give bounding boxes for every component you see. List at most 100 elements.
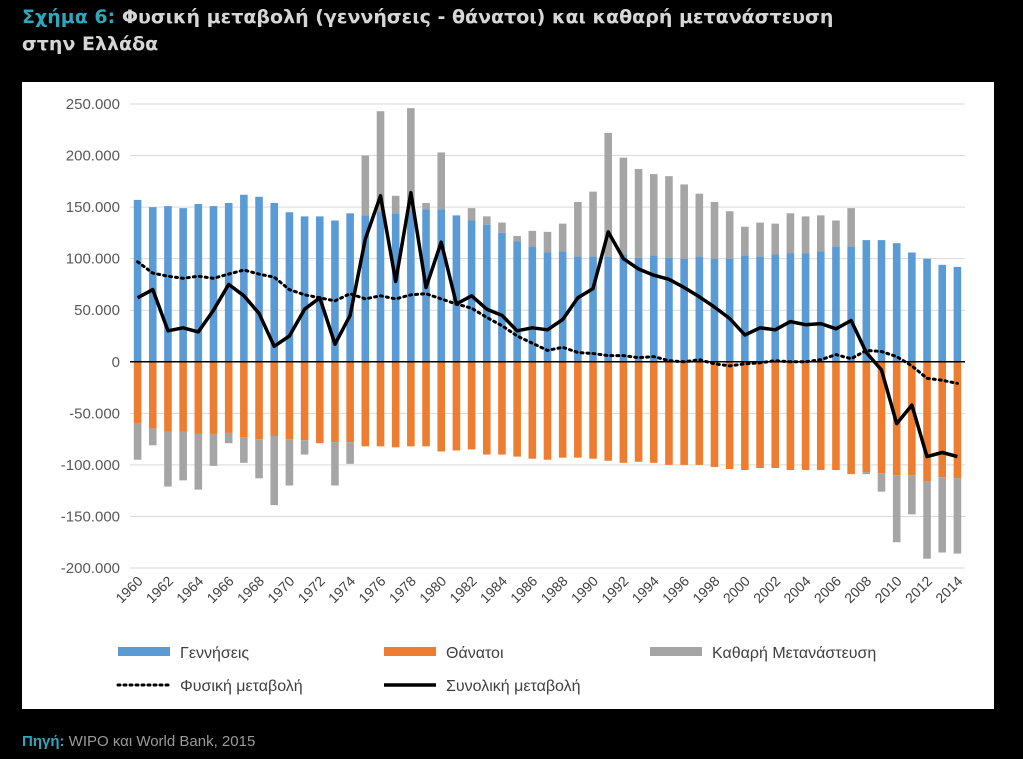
y-tick-label: 50.000 xyxy=(74,302,120,319)
net-migration-bar xyxy=(528,230,537,247)
y-axis: 250.000 200.000 150.000 100.000 50.000 0 -50.0… xyxy=(61,96,120,577)
net-migration-bar xyxy=(331,442,339,486)
births-bar xyxy=(315,216,324,362)
births-bar xyxy=(361,215,370,362)
x-tick-label: 1996 xyxy=(659,573,692,606)
births-bar xyxy=(710,258,719,362)
births-bar xyxy=(224,202,233,362)
source-note: Πηγή: WIPO και World Bank, 2015 xyxy=(22,733,255,750)
net-migration-bar xyxy=(285,439,294,486)
legend-label: Γεννήσεις xyxy=(180,645,249,662)
x-tick-label: 1970 xyxy=(264,573,297,606)
deaths-bar xyxy=(209,361,218,434)
births-bar xyxy=(604,256,613,362)
net-migration-bar xyxy=(771,223,780,255)
births-bar xyxy=(634,257,643,362)
x-tick-label: 1974 xyxy=(325,573,358,606)
deaths-bar xyxy=(816,361,825,471)
net-migration-bar xyxy=(482,216,491,225)
lines xyxy=(136,190,959,459)
deaths-bar xyxy=(604,361,613,461)
deaths-bar xyxy=(482,361,491,455)
net-migration-bar xyxy=(801,216,810,254)
y-tick-label: 200.000 xyxy=(66,148,120,165)
births-bar xyxy=(543,252,552,362)
net-migration-bar xyxy=(407,108,415,211)
net-migration-bar xyxy=(437,152,446,210)
deaths-bar xyxy=(300,361,309,441)
births-bar xyxy=(832,246,840,362)
net-migration-bar xyxy=(816,215,825,252)
x-tick-label: 1980 xyxy=(416,573,449,606)
births-bar xyxy=(741,255,749,362)
deaths-bar xyxy=(832,361,840,471)
net-migration-bar xyxy=(300,440,309,455)
deaths-bar xyxy=(680,361,688,465)
x-tick-label: 2006 xyxy=(811,573,844,606)
births-bar xyxy=(498,232,506,362)
net-migration-bar xyxy=(892,475,901,543)
births-bar xyxy=(300,216,309,362)
net-migration-bar xyxy=(649,174,658,256)
x-tick-label: 1984 xyxy=(477,573,510,606)
legend: Γεννήσεις Θάνατοι Καθαρή Μετανάστευση Φυσικ… xyxy=(116,645,876,695)
deaths-bar xyxy=(148,361,157,429)
births-bar xyxy=(649,255,658,362)
deaths-bar xyxy=(756,361,764,468)
legend-total-change: Συνολική μεταβολή xyxy=(384,678,581,695)
births-bar xyxy=(589,256,597,362)
births-bar xyxy=(938,264,947,362)
x-tick-label: 1968 xyxy=(234,573,267,606)
deaths-bar xyxy=(619,361,628,463)
deaths-bar xyxy=(224,361,233,433)
figure-title-line1: Φυσική μεταβολή (γεννήσεις - θάνατοι) κα… xyxy=(121,6,834,28)
deaths-bar xyxy=(908,361,916,476)
x-tick-label: 1998 xyxy=(689,573,722,606)
deaths-bar xyxy=(513,361,521,457)
x-tick-label: 1982 xyxy=(446,573,479,606)
net-migration-bar xyxy=(543,231,552,253)
x-tick-label: 2014 xyxy=(932,573,965,606)
deaths-bar xyxy=(391,361,400,448)
births-bar xyxy=(133,199,142,362)
legend-swatch xyxy=(118,647,170,656)
deaths-bar xyxy=(862,361,871,473)
y-tick-label: -150.000 xyxy=(61,508,120,525)
net-migration-bar xyxy=(923,481,931,559)
net-migration-bar xyxy=(832,220,840,247)
net-migration-bar xyxy=(133,423,142,460)
source-label: Πηγή: xyxy=(22,733,65,750)
net-migration-bar xyxy=(604,132,613,257)
legend-natural-change: Φυσική μεταβολή xyxy=(116,678,303,695)
chart-panel: 250.000 200.000 150.000 100.000 50.000 0 -50.0… xyxy=(22,82,994,709)
deaths-bar xyxy=(285,361,294,440)
legend-births: Γεννήσεις xyxy=(118,645,249,662)
bars xyxy=(133,108,962,559)
net-migration-bar xyxy=(619,157,628,255)
net-migration-bar xyxy=(877,473,886,492)
net-migration-bar xyxy=(786,213,795,254)
legend-label: Θάνατοι xyxy=(446,645,504,662)
net-migration-bar xyxy=(513,235,521,242)
net-migration-bar xyxy=(756,222,764,257)
x-tick-label: 1976 xyxy=(355,573,388,606)
births-bar xyxy=(164,206,172,362)
deaths-bar xyxy=(558,361,567,458)
deaths-bar xyxy=(437,361,446,452)
births-bar xyxy=(437,209,446,362)
births-bar xyxy=(179,208,187,362)
births-bar xyxy=(665,257,673,362)
figure-title: Σχήμα 6: Φυσική μεταβολή (γεννήσεις - θά… xyxy=(22,4,1002,58)
births-bar xyxy=(771,254,780,362)
deaths-bar xyxy=(665,361,673,465)
net-migration-bar xyxy=(634,168,643,258)
total-change-line xyxy=(136,190,958,459)
x-tick-label: 1992 xyxy=(598,573,631,606)
births-bar xyxy=(908,252,916,362)
births-bar xyxy=(619,254,628,362)
deaths-bar xyxy=(953,361,962,479)
net-migration-bar xyxy=(938,477,947,553)
deaths-bar xyxy=(938,361,947,478)
net-migration-bar xyxy=(710,201,719,259)
deaths-bar xyxy=(634,361,643,462)
